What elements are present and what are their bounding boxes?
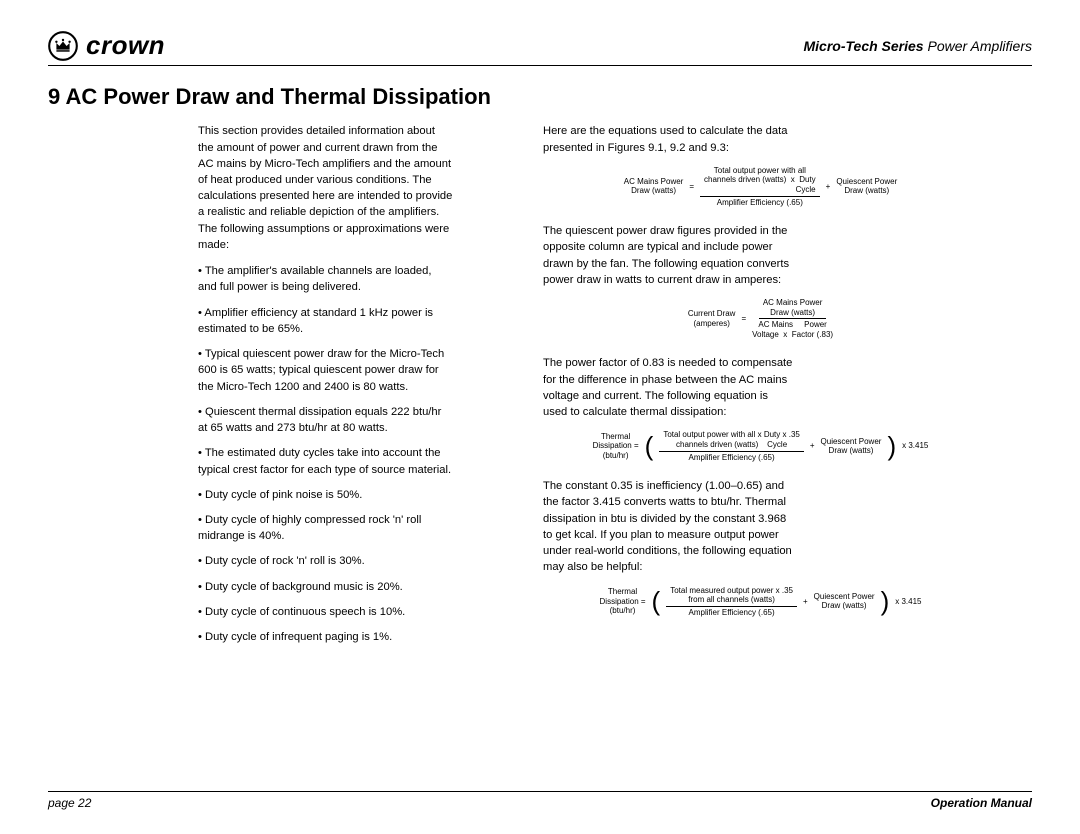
plus-sign: + bbox=[826, 182, 831, 192]
equation-current-draw: Current Draw(amperes) = AC Mains PowerDr… bbox=[543, 298, 978, 339]
eq1-quiescent: Quiescent PowerDraw (watts) bbox=[836, 177, 897, 196]
eq3-fraction: Total output power with all x Duty x .35… bbox=[659, 430, 804, 462]
power-factor-paragraph: The power factor of 0.83 is needed to co… bbox=[543, 355, 793, 420]
eq4-lhs: ThermalDissipation =(btu/hr) bbox=[600, 587, 646, 616]
plus-sign: + bbox=[810, 441, 815, 451]
eq2-lhs: Current Draw(amperes) bbox=[688, 309, 736, 328]
close-paren-icon: ) bbox=[887, 437, 896, 455]
crown-logo-icon bbox=[48, 31, 78, 61]
bullet-speech: • Duty cycle of continuous speech is 10%… bbox=[198, 604, 453, 620]
eq1-fraction: Total output power with allchannels driv… bbox=[700, 166, 820, 207]
bullet-channels: • The amplifier's available channels are… bbox=[198, 263, 453, 295]
page-number: page 22 bbox=[48, 796, 91, 810]
right-column: Here are the equations used to calculate… bbox=[543, 123, 978, 654]
plus-sign: + bbox=[803, 597, 808, 607]
bullet-efficiency: • Amplifier efficiency at standard 1 kHz… bbox=[198, 305, 453, 337]
series-tail: Power Amplifiers bbox=[924, 38, 1032, 54]
bullet-background-music: • Duty cycle of background music is 20%. bbox=[198, 579, 453, 595]
brand-text: crown bbox=[86, 30, 165, 61]
manual-label: Operation Manual bbox=[931, 796, 1032, 810]
close-paren-icon: ) bbox=[881, 592, 890, 610]
eq2-fraction: AC Mains PowerDraw (watts) AC Mains Powe… bbox=[752, 298, 833, 339]
equation-mains-power: AC Mains PowerDraw (watts) = Total outpu… bbox=[543, 166, 978, 207]
page-footer: page 22 Operation Manual bbox=[48, 791, 1032, 810]
open-paren-icon: ( bbox=[652, 592, 661, 610]
intro-paragraph: This section provides detailed informati… bbox=[198, 123, 453, 253]
series-plain: Series bbox=[878, 38, 924, 54]
bullet-rock: • Duty cycle of rock 'n' roll is 30%. bbox=[198, 553, 453, 569]
constants-paragraph: The constant 0.35 is inefficiency (1.00–… bbox=[543, 478, 793, 575]
equals-sign: = bbox=[741, 314, 746, 324]
eq3-lhs: ThermalDissipation =(btu/hr) bbox=[593, 432, 639, 461]
bullet-pink-noise: • Duty cycle of pink noise is 50%. bbox=[198, 487, 453, 503]
equations-intro: Here are the equations used to calculate… bbox=[543, 123, 793, 155]
eq4-fraction: Total measured output power x .35from al… bbox=[666, 586, 797, 618]
eq3-quiescent: Quiescent PowerDraw (watts) bbox=[821, 437, 882, 456]
bullet-quiescent-thermal: • Quiescent thermal dissipation equals 2… bbox=[198, 404, 453, 436]
eq1-lhs: AC Mains PowerDraw (watts) bbox=[624, 177, 684, 196]
bullet-duty-cycles: • The estimated duty cycles take into ac… bbox=[198, 445, 453, 477]
eq4-tail: x 3.415 bbox=[895, 597, 921, 607]
bullet-compressed-rock: • Duty cycle of highly compressed rock '… bbox=[198, 512, 453, 544]
logo-block: crown bbox=[48, 30, 165, 61]
eq4-quiescent: Quiescent PowerDraw (watts) bbox=[814, 592, 875, 611]
left-column: This section provides detailed informati… bbox=[198, 123, 453, 654]
equation-thermal-dissipation: ThermalDissipation =(btu/hr) ( Total out… bbox=[543, 430, 978, 462]
content-columns: This section provides detailed informati… bbox=[48, 123, 1032, 654]
equals-sign: = bbox=[689, 182, 694, 192]
page-header: crown Micro-Tech Series Power Amplifiers bbox=[48, 30, 1032, 66]
series-bold: Micro-Tech bbox=[804, 38, 878, 54]
section-title: 9 AC Power Draw and Thermal Dissipation bbox=[48, 84, 1032, 109]
bullet-paging: • Duty cycle of infrequent paging is 1%. bbox=[198, 629, 453, 645]
open-paren-icon: ( bbox=[645, 437, 654, 455]
quiescent-paragraph: The quiescent power draw figures provide… bbox=[543, 223, 793, 288]
series-label: Micro-Tech Series Power Amplifiers bbox=[804, 38, 1033, 54]
bullet-quiescent-draw: • Typical quiescent power draw for the M… bbox=[198, 346, 453, 395]
equation-thermal-measured: ThermalDissipation =(btu/hr) ( Total mea… bbox=[543, 586, 978, 618]
eq3-tail: x 3.415 bbox=[902, 441, 928, 451]
